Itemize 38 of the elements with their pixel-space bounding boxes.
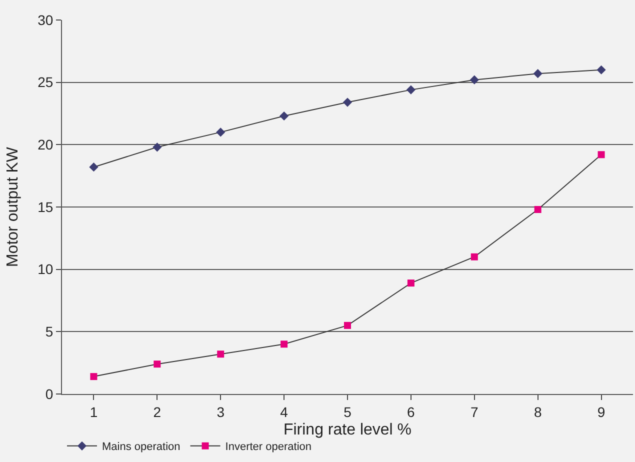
legend-label: Inverter operation (225, 441, 312, 454)
point (216, 128, 226, 137)
x-tick-label: 8 (534, 404, 542, 420)
point (152, 142, 162, 152)
y-tick-label: 20 (38, 136, 54, 153)
point (90, 373, 98, 380)
point (280, 340, 288, 348)
y-axis-title: Motor output KW (4, 146, 22, 268)
point (596, 65, 606, 74)
point (534, 206, 542, 213)
y-tick-label: 5 (45, 324, 54, 340)
legend-label: Mains operation (102, 441, 180, 454)
x-tick-label: 6 (407, 404, 416, 420)
point (342, 98, 352, 107)
x-tick-label: 7 (470, 404, 478, 420)
y-tick-label: 15 (38, 198, 54, 215)
point (470, 253, 478, 260)
x-tick-label: 5 (344, 404, 352, 420)
x-axis-title: Firing rate level % (283, 422, 412, 438)
y-tick-label: 0 (45, 386, 54, 402)
y-tick-label: 25 (38, 74, 54, 90)
point (533, 69, 542, 78)
x-tick-label: 4 (280, 404, 288, 420)
x-tick-label: 1 (90, 404, 98, 420)
point (407, 280, 414, 287)
y-tick-label: 30 (38, 12, 54, 28)
point (217, 350, 224, 358)
x-tick-label: 3 (216, 404, 225, 420)
y-tick-label: 10 (38, 261, 54, 278)
x-tick-label: 2 (153, 404, 162, 420)
point (89, 162, 98, 172)
point (406, 85, 416, 94)
point (470, 75, 479, 84)
point (598, 151, 605, 158)
x-tick-label: 9 (597, 404, 606, 420)
point (154, 360, 161, 368)
point (280, 111, 289, 121)
point (344, 322, 351, 329)
